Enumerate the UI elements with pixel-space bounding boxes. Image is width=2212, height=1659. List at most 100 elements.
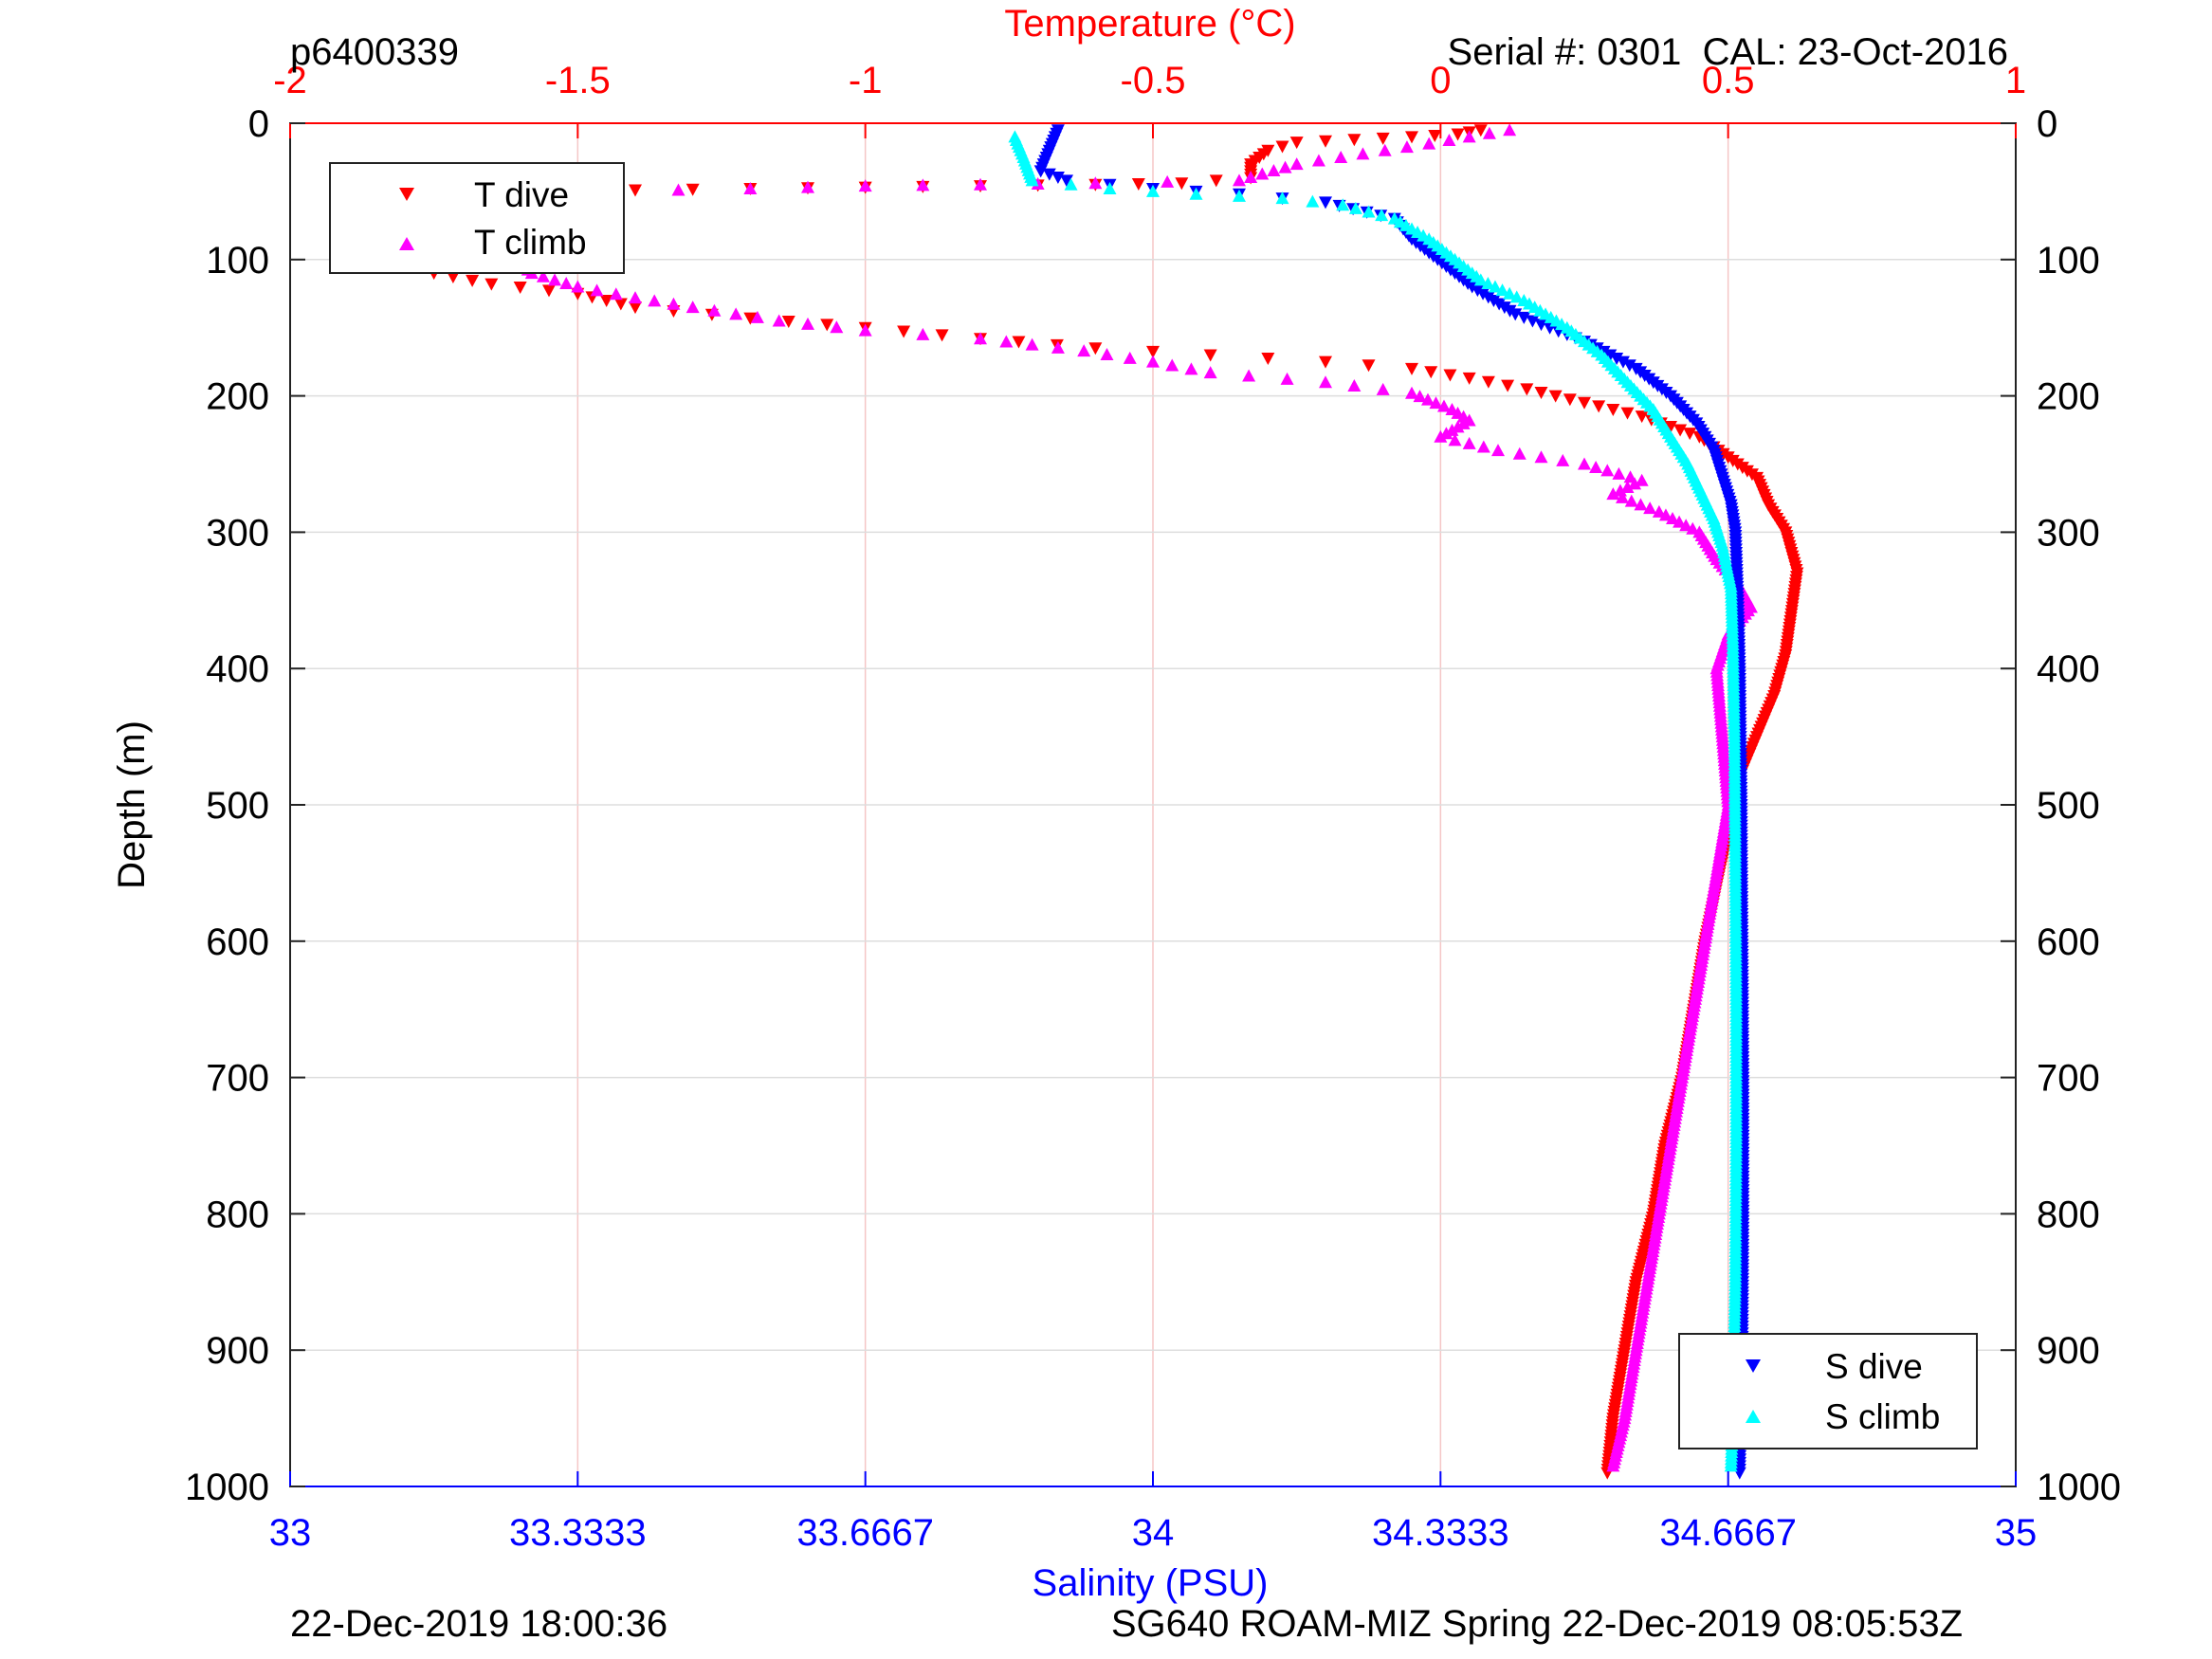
data-point — [1606, 403, 1620, 416]
data-point — [1616, 356, 1630, 369]
data-point — [1462, 372, 1476, 385]
data-point — [548, 273, 562, 286]
salinity-tick-label: 35 — [1995, 1512, 2038, 1554]
data-point — [858, 179, 872, 192]
data-point — [1481, 375, 1495, 389]
data-point — [830, 320, 844, 334]
depth-tick-label-left: 100 — [206, 240, 269, 282]
data-point — [1275, 191, 1289, 205]
data-point — [1520, 383, 1534, 396]
data-point — [1429, 396, 1443, 410]
data-point — [1610, 353, 1624, 366]
legend-s-climb-label: S climb — [1825, 1397, 1940, 1436]
data-point — [1420, 392, 1435, 406]
data-point — [1405, 362, 1418, 375]
data-point — [629, 301, 642, 315]
salinity-tick-label: 33.6667 — [796, 1512, 934, 1554]
data-point — [1422, 137, 1436, 150]
data-point — [1501, 379, 1515, 392]
footer-timestamp: 22-Dec-2019 18:00:36 — [290, 1603, 667, 1645]
depth-tick-label-left: 1000 — [185, 1467, 269, 1508]
data-point — [1534, 387, 1548, 400]
depth-tick-label-left: 500 — [206, 785, 269, 827]
data-point — [1471, 284, 1485, 298]
data-point — [750, 310, 764, 323]
data-point — [1597, 345, 1611, 358]
data-point — [974, 332, 987, 345]
data-point — [1503, 304, 1517, 318]
data-point — [1491, 444, 1505, 457]
data-point — [1628, 477, 1642, 490]
data-point — [1673, 424, 1688, 437]
data-point — [1146, 345, 1160, 358]
data-point — [1481, 291, 1495, 304]
temperature-tick-label: -1 — [849, 60, 883, 101]
data-point — [1603, 349, 1618, 362]
data-point — [1306, 194, 1320, 208]
data-point — [1100, 347, 1114, 360]
data-point — [1336, 198, 1350, 211]
data-point — [1033, 165, 1048, 178]
data-point — [1481, 276, 1495, 289]
data-point — [1319, 356, 1332, 369]
data-point — [1563, 393, 1577, 407]
data-point — [1517, 311, 1531, 324]
data-point — [1448, 433, 1462, 447]
data-point — [1473, 124, 1488, 137]
temperature-tick-label: -2 — [273, 60, 307, 101]
data-point — [686, 301, 700, 314]
depth-tick-label-left: 200 — [206, 376, 269, 418]
data-point — [1534, 319, 1548, 332]
data-point — [1031, 176, 1045, 190]
data-point — [1443, 369, 1457, 382]
data-point — [1413, 390, 1427, 403]
depth-tick-label-right: 100 — [2037, 240, 2100, 282]
data-point — [609, 287, 623, 301]
tick-layer: -2 -1.5 -1 -0.5 0 0.5 1 33 33.3333 33.6667 34 34.33… — [185, 60, 2121, 1554]
data-point — [1042, 168, 1056, 181]
data-point — [1635, 473, 1649, 486]
data-point — [1666, 512, 1680, 525]
temperature-tick-label: 0.5 — [1702, 60, 1755, 101]
data-point — [743, 182, 758, 195]
data-point — [1578, 457, 1591, 470]
data-point — [590, 283, 604, 297]
data-point — [1025, 173, 1039, 187]
data-point — [1620, 407, 1635, 420]
data-point — [1088, 176, 1103, 190]
data-point — [1399, 140, 1414, 154]
data-point — [1203, 366, 1217, 379]
data-point — [1255, 167, 1270, 180]
data-point — [1476, 440, 1490, 453]
data-point — [571, 280, 585, 293]
data-point — [1161, 174, 1175, 188]
depth-tick-label-right: 700 — [2037, 1058, 2100, 1100]
footer-mission-label: SG640 ROAM-MIZ Spring 22-Dec-2019 08:05:… — [1111, 1603, 1963, 1645]
data-point — [1376, 132, 1390, 145]
data-point — [1189, 187, 1203, 200]
data-point — [743, 312, 758, 325]
data-point — [1487, 294, 1501, 307]
data-point — [1526, 315, 1540, 328]
data-point — [1319, 135, 1332, 148]
data-point — [1612, 466, 1626, 480]
data-point — [1278, 160, 1292, 173]
data-point — [1289, 137, 1304, 150]
data-point — [1209, 174, 1223, 188]
data-point — [1012, 336, 1026, 349]
depth-tick-label-right: 300 — [2037, 512, 2100, 554]
data-point — [1508, 308, 1523, 321]
data-point — [897, 325, 911, 338]
data-point — [1064, 177, 1078, 191]
data-point — [1233, 173, 1246, 187]
data-point — [1578, 396, 1591, 410]
data-point — [1347, 134, 1362, 147]
legend-temperature: T dive T climb — [329, 162, 625, 274]
data-point — [1103, 182, 1117, 195]
data-point — [1462, 436, 1476, 449]
data-point — [1267, 164, 1281, 177]
data-point — [974, 177, 987, 191]
data-point — [1347, 379, 1362, 392]
profile-id-label: p6400339 — [290, 31, 459, 73]
data-point — [1203, 349, 1217, 362]
